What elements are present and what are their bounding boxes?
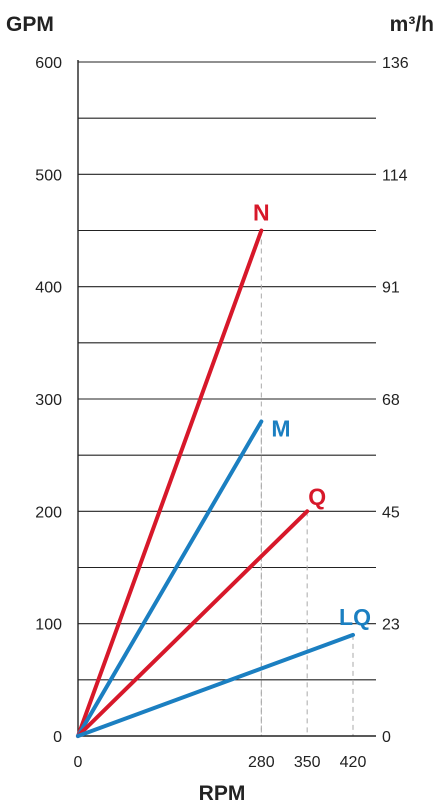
series-lines bbox=[76, 228, 355, 738]
x-axis-title: RPM bbox=[199, 782, 246, 805]
left-tick-label: 500 bbox=[35, 167, 62, 184]
left-tick-label: 400 bbox=[35, 280, 62, 297]
right-tick-label: 114 bbox=[382, 167, 408, 184]
series-line bbox=[76, 228, 264, 738]
right-tick-label: 0 bbox=[382, 729, 391, 746]
x-tick-label: 280 bbox=[248, 754, 275, 771]
series-labels: N M Q LQ bbox=[253, 200, 371, 630]
right-axis-title: m³/h bbox=[390, 13, 434, 36]
right-tick-label: 23 bbox=[382, 617, 400, 634]
x-tick-label: 0 bbox=[74, 754, 83, 771]
x-tick-label: 420 bbox=[340, 754, 367, 771]
left-tick-label: 200 bbox=[35, 504, 62, 521]
left-tick-label: 100 bbox=[35, 617, 62, 634]
left-axis-title: GPM bbox=[6, 13, 54, 36]
right-tick-label: 45 bbox=[382, 504, 400, 521]
axes bbox=[77, 60, 376, 737]
x-tick-label: 350 bbox=[294, 754, 321, 771]
series-line bbox=[76, 509, 310, 738]
series-label: M bbox=[271, 415, 290, 441]
gridlines bbox=[78, 61, 376, 681]
tick-labels: 0 100 200 300 400 500 600 0 23 45 68 91 114 136 0 280 35… bbox=[35, 55, 409, 771]
left-tick-label: 300 bbox=[35, 392, 62, 409]
series-line bbox=[76, 632, 355, 738]
left-tick-label: 0 bbox=[53, 729, 62, 746]
right-tick-label: 68 bbox=[382, 392, 400, 409]
right-tick-label: 91 bbox=[382, 280, 400, 297]
drop-lines bbox=[260, 230, 354, 736]
series-label: LQ bbox=[339, 604, 371, 630]
left-tick-label: 600 bbox=[35, 55, 62, 72]
series-line bbox=[76, 419, 264, 738]
series-label: Q bbox=[308, 483, 326, 509]
right-tick-label: 136 bbox=[382, 55, 409, 72]
series-label: N bbox=[253, 200, 270, 226]
